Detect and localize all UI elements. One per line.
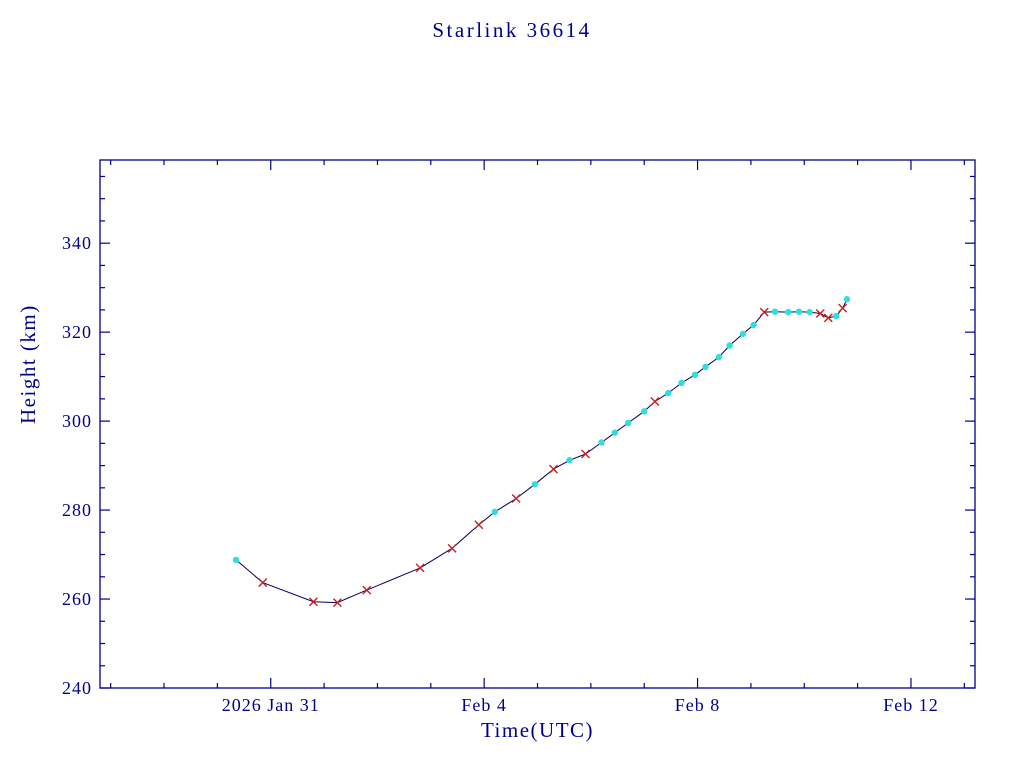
data-point-dot xyxy=(702,363,709,371)
chart-title: Starlink 36614 xyxy=(432,18,592,42)
data-point-dot xyxy=(611,429,619,436)
data-point-x xyxy=(815,308,825,318)
y-tick-label: 240 xyxy=(62,678,92,698)
data-point-x xyxy=(415,563,425,573)
data-point-dot xyxy=(491,508,499,516)
data-point-dot xyxy=(715,353,723,361)
data-point-x xyxy=(258,578,268,588)
data-point-dot xyxy=(750,321,757,329)
data-point-dot xyxy=(785,308,792,316)
data-point-dot xyxy=(641,408,648,415)
data-point-x xyxy=(511,494,521,504)
data-point-dot xyxy=(843,296,851,303)
data-line xyxy=(235,298,848,604)
data-point-x xyxy=(549,464,559,474)
data-point-x xyxy=(474,520,484,530)
data-point-x xyxy=(759,307,769,317)
data-point-x xyxy=(838,303,848,313)
y-tick-label: 260 xyxy=(62,589,92,609)
data-point-dot xyxy=(726,342,733,349)
data-point-dot xyxy=(625,419,632,427)
y-tick-label: 320 xyxy=(62,322,92,342)
x-tick-label: Feb 12 xyxy=(883,695,939,715)
data-point-dot xyxy=(531,481,539,488)
data-point-dot xyxy=(833,312,840,320)
x-axis-label: Time(UTC) xyxy=(480,718,595,742)
x-tick-label: 2026 Jan 31 xyxy=(222,695,320,715)
data-point-dot xyxy=(691,371,699,379)
data-point-x xyxy=(581,449,591,459)
y-tick-label: 300 xyxy=(62,411,92,431)
data-point-x xyxy=(332,598,342,608)
data-point-dot xyxy=(806,308,813,316)
data-point-dot xyxy=(678,379,685,387)
data-point-dot xyxy=(665,389,672,397)
plot-frame xyxy=(99,159,976,689)
data-point-dot xyxy=(566,457,573,464)
data-point-x xyxy=(823,313,833,323)
data-point-dot xyxy=(795,308,803,315)
x-tick-label: Feb 8 xyxy=(675,695,721,715)
y-tick-label: 340 xyxy=(62,233,92,253)
data-point-x xyxy=(362,585,372,595)
data-point-dot xyxy=(771,308,779,315)
data-point-dot xyxy=(598,439,605,446)
data-point-x xyxy=(308,597,318,607)
x-tick-label: Feb 4 xyxy=(461,695,507,715)
data-point-x xyxy=(650,397,660,407)
data-point-x xyxy=(447,543,457,553)
data-point-dot xyxy=(739,330,747,338)
data-point-dot xyxy=(232,556,240,564)
y-tick-label: 280 xyxy=(62,500,92,520)
